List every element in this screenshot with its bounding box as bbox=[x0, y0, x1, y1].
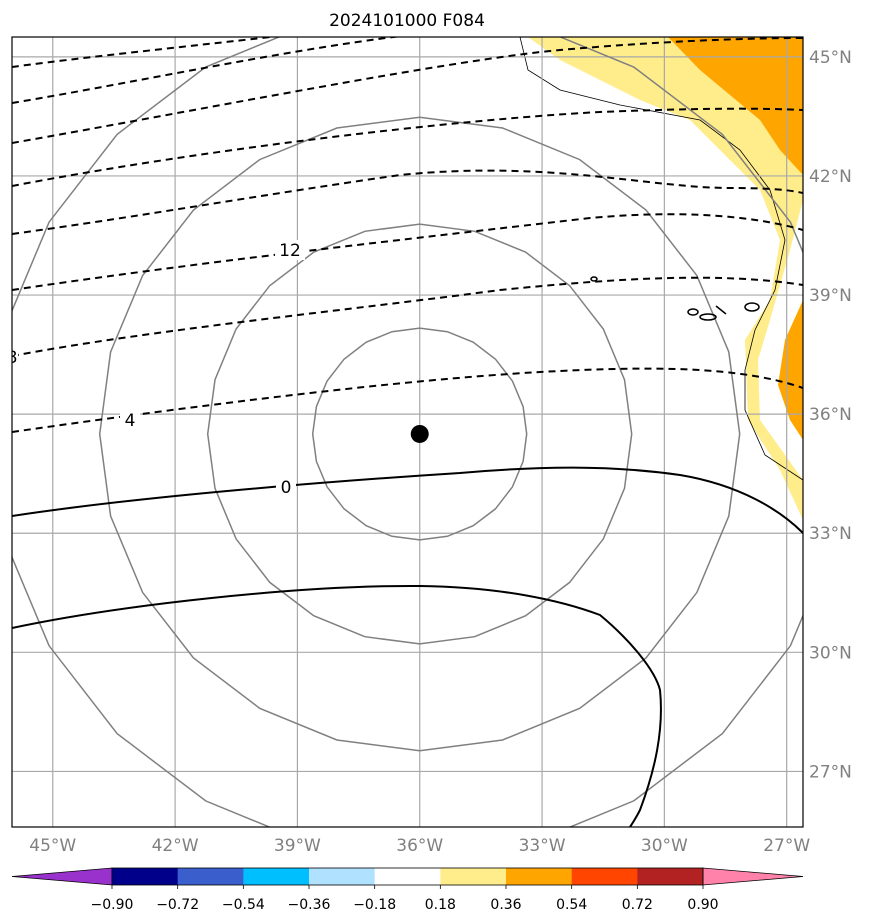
lon-tick-label-5: 30°W bbox=[641, 836, 688, 856]
lon-tick-label-1: 42°W bbox=[152, 836, 199, 856]
dashed-contour-7 bbox=[12, 276, 803, 357]
range-ring-1 bbox=[311, 327, 528, 541]
colorbar-extend-max bbox=[702, 867, 804, 886]
lon-tick-label-4: 33°W bbox=[519, 836, 566, 856]
lat-tick-label-4: 33°N bbox=[809, 524, 852, 544]
contour-label-bg-0 bbox=[276, 477, 296, 497]
lat-tick-label-3: 36°N bbox=[809, 405, 852, 425]
colorbar-tick-label-4: −0.18 bbox=[353, 897, 396, 913]
colorbar-tick-label-7: 0.54 bbox=[556, 897, 587, 913]
lon-tick-label-0: 45°W bbox=[29, 836, 76, 856]
colorbar: −0.90 −0.72 −0.54 −0.36 −0.18 0.18 0.36 0.54 0.7… bbox=[11, 867, 804, 913]
longitude-labels: 45°W 42°W 39°W 36°W 33°W 30°W 27°W bbox=[29, 836, 810, 856]
colorbar-tick-label-9: 0.90 bbox=[687, 897, 718, 913]
colorbar-tick-label-6: 0.36 bbox=[490, 897, 521, 913]
map-frame bbox=[11, 36, 804, 828]
dashed-contour-2 bbox=[12, 37, 402, 104]
colorbar-segment-1 bbox=[112, 868, 179, 885]
lon-tick-label-6: 27°W bbox=[763, 836, 810, 856]
solid-contour-south bbox=[12, 584, 662, 827]
colorbar-tick-label-8: 0.72 bbox=[622, 897, 653, 913]
colorbar-tick-label-0: −0.90 bbox=[91, 897, 134, 913]
lat-tick-label-1: 42°N bbox=[809, 167, 852, 187]
dashed-contours bbox=[12, 37, 803, 433]
coastline bbox=[519, 37, 803, 481]
dashed-contour-6 bbox=[12, 213, 803, 291]
gridlines bbox=[12, 37, 803, 827]
contour-fragment-4 bbox=[744, 302, 760, 312]
lat-tick-label-0: 45°N bbox=[809, 48, 852, 68]
contour-fragments bbox=[590, 276, 760, 321]
contour-label-8: 8 bbox=[7, 348, 18, 368]
latitude-labels: 45°N 42°N 39°N 36°N 33°N 30°N 27°N bbox=[809, 48, 852, 783]
contour-label-12: 12 bbox=[279, 241, 301, 261]
range-ring-4 bbox=[12, 37, 803, 827]
colorbar-tick-label-3: −0.36 bbox=[288, 897, 331, 913]
contour-label-0: 0 bbox=[281, 478, 292, 498]
colorbar-segment-3 bbox=[243, 868, 310, 885]
contour-fragment-5 bbox=[590, 276, 598, 282]
colorbar-tick-label-5: 0.18 bbox=[425, 897, 456, 913]
range-rings bbox=[12, 37, 803, 827]
solid-contour-zero bbox=[12, 466, 803, 534]
contour-fragment-1 bbox=[687, 308, 699, 316]
map-area: 12 8 4 0 bbox=[7, 37, 803, 827]
colorbar-segment-7 bbox=[506, 868, 573, 885]
contour-label-4: 4 bbox=[125, 411, 136, 431]
contour-labels: 12 8 4 0 bbox=[7, 240, 305, 498]
contour-label-bg-4 bbox=[120, 410, 140, 430]
dashed-contour-8 bbox=[12, 367, 803, 433]
range-ring-2 bbox=[206, 223, 633, 645]
shaded-field-orange-east bbox=[778, 300, 803, 440]
colorbar-segment-4 bbox=[309, 868, 376, 885]
lat-tick-label-6: 27°N bbox=[809, 762, 852, 782]
dashed-contour-3 bbox=[12, 37, 803, 144]
colorbar-segment-9 bbox=[637, 868, 704, 885]
shaded-field-light-yellow bbox=[528, 37, 803, 520]
colorbar-extend-min bbox=[11, 867, 113, 886]
range-ring-3 bbox=[98, 116, 741, 752]
storm-center-marker bbox=[410, 424, 429, 443]
dashed-contour-5 bbox=[12, 169, 803, 235]
colorbar-tick-label-2: −0.54 bbox=[222, 897, 265, 913]
contour-fragment-3 bbox=[715, 305, 727, 315]
contour-fragment-2 bbox=[699, 313, 717, 321]
lat-tick-label-2: 39°N bbox=[809, 286, 852, 306]
dashed-contour-1 bbox=[12, 37, 280, 68]
lat-tick-label-5: 30°N bbox=[809, 643, 852, 663]
colorbar-segment-8 bbox=[571, 868, 638, 885]
map-title: 2024101000 F084 bbox=[329, 11, 485, 31]
lon-tick-label-3: 36°W bbox=[396, 836, 443, 856]
shaded-field-orange-north bbox=[668, 37, 803, 175]
contour-label-bg-12 bbox=[275, 240, 305, 260]
colorbar-tick-label-1: −0.72 bbox=[156, 897, 199, 913]
colorbar-segment-6 bbox=[440, 868, 507, 885]
contour-label-bg-8 bbox=[12, 347, 18, 367]
colorbar-frame bbox=[111, 867, 704, 886]
colorbar-segment-5 bbox=[374, 868, 441, 885]
solid-contours bbox=[12, 466, 803, 827]
colorbar-segment-2 bbox=[177, 868, 244, 885]
lon-tick-label-2: 39°W bbox=[274, 836, 321, 856]
